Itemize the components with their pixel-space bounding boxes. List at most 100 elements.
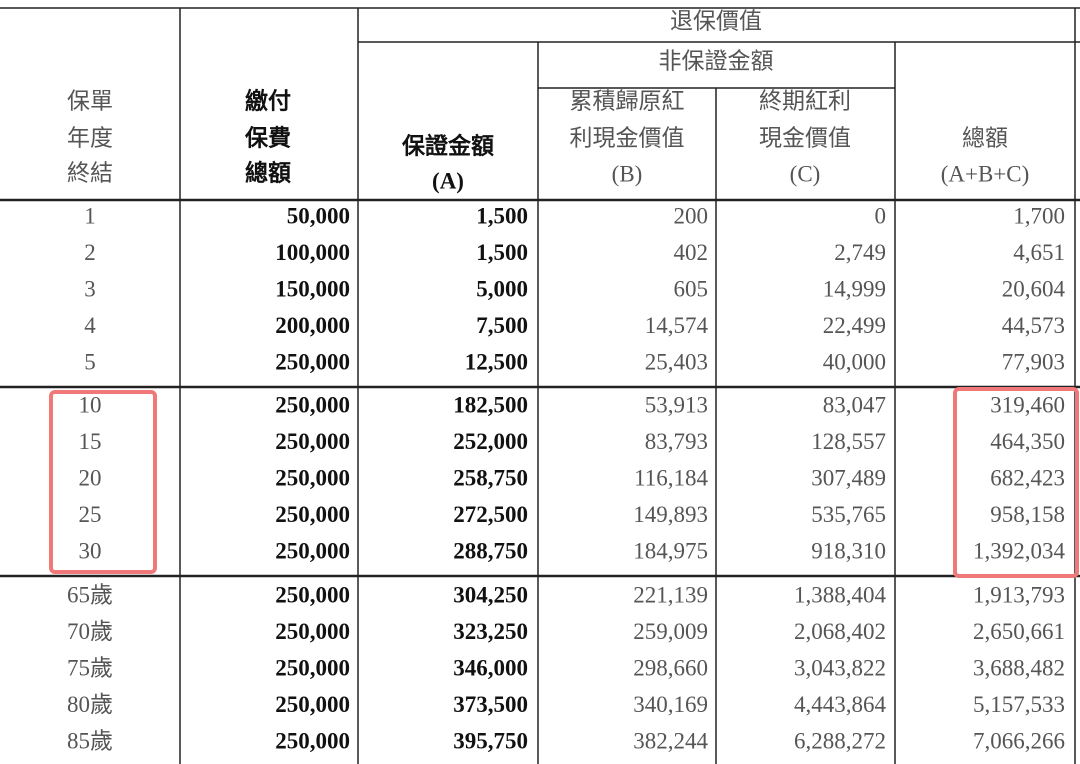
header-title: 非保證金額 bbox=[659, 48, 774, 73]
cell: 250,000 bbox=[275, 350, 350, 375]
row-label: 4 bbox=[84, 313, 96, 338]
column-header: 終期紅利 bbox=[759, 88, 851, 113]
row-label: 25 bbox=[79, 502, 102, 527]
row-label: 65歲 bbox=[67, 582, 113, 607]
column-header: 利現金價值 bbox=[570, 125, 685, 150]
cell: 14,574 bbox=[645, 313, 709, 338]
row-label: 30 bbox=[79, 539, 102, 564]
row-label: 2 bbox=[84, 240, 96, 265]
column-header: 累積歸原紅 bbox=[570, 88, 685, 113]
cell: 221,139 bbox=[633, 582, 708, 607]
cell: 128,557 bbox=[811, 429, 886, 454]
cell: 1,913,793 bbox=[973, 582, 1065, 607]
cell: 259,009 bbox=[633, 619, 708, 644]
cell: 250,000 bbox=[275, 392, 350, 417]
cell: 682,423 bbox=[990, 465, 1065, 490]
cell: 402 bbox=[674, 240, 709, 265]
cell: 20,604 bbox=[1002, 276, 1066, 301]
cell: 83,047 bbox=[823, 392, 886, 417]
row-label: 10 bbox=[79, 392, 102, 417]
cell: 918,310 bbox=[811, 539, 886, 564]
cell: 4,651 bbox=[1013, 240, 1065, 265]
cell: 25,403 bbox=[645, 350, 708, 375]
row-label: 3 bbox=[84, 276, 96, 301]
cell: 272,500 bbox=[453, 502, 528, 527]
cell: 250,000 bbox=[275, 582, 350, 607]
cell: 200 bbox=[674, 203, 709, 228]
cell: 346,000 bbox=[453, 655, 528, 680]
cell: 1,500 bbox=[476, 203, 528, 228]
cell: 258,750 bbox=[453, 465, 528, 490]
cell: 2,749 bbox=[834, 240, 886, 265]
cell: 382,244 bbox=[633, 729, 708, 754]
cell: 1,392,034 bbox=[973, 539, 1066, 564]
cell: 250,000 bbox=[275, 729, 350, 754]
cell: 149,893 bbox=[633, 502, 708, 527]
cell: 5,157,533 bbox=[973, 692, 1065, 717]
cell: 53,913 bbox=[645, 392, 708, 417]
column-header: 終結 bbox=[67, 160, 113, 185]
cell: 83,793 bbox=[645, 429, 708, 454]
column-header: 總額 bbox=[962, 125, 1008, 150]
cell: 252,000 bbox=[453, 429, 528, 454]
cell: 182,500 bbox=[453, 392, 528, 417]
cell: 40,000 bbox=[823, 350, 886, 375]
cell: 77,903 bbox=[1002, 350, 1065, 375]
cell: 250,000 bbox=[275, 465, 350, 490]
cell: 7,500 bbox=[476, 313, 528, 338]
cell: 958,158 bbox=[990, 502, 1065, 527]
cell: 395,750 bbox=[453, 729, 528, 754]
header-title: 退保價值 bbox=[670, 8, 762, 33]
cell: 3,043,822 bbox=[794, 655, 886, 680]
cell: 323,250 bbox=[453, 619, 528, 644]
row-label: 1 bbox=[84, 203, 96, 228]
cell: 184,975 bbox=[633, 539, 708, 564]
cell: 150,000 bbox=[275, 276, 350, 301]
cell: 2,650,661 bbox=[973, 619, 1065, 644]
cell: 250,000 bbox=[275, 619, 350, 644]
cell: 1,388,404 bbox=[794, 582, 887, 607]
row-label: 85歲 bbox=[67, 729, 113, 754]
cell: 250,000 bbox=[275, 655, 350, 680]
column-header: 繳付 bbox=[245, 87, 291, 113]
cell: 319,460 bbox=[990, 392, 1065, 417]
cell: 288,750 bbox=[453, 539, 528, 564]
cell: 116,184 bbox=[634, 465, 708, 490]
cell: 6,288,272 bbox=[794, 729, 886, 754]
cell: 50,000 bbox=[287, 203, 350, 228]
cell: 1,500 bbox=[476, 240, 528, 265]
cell: 250,000 bbox=[275, 429, 350, 454]
column-header: (A+B+C) bbox=[941, 161, 1030, 186]
cell: 44,573 bbox=[1002, 313, 1065, 338]
cell: 464,350 bbox=[990, 429, 1065, 454]
cell: 298,660 bbox=[633, 655, 708, 680]
cell: 7,066,266 bbox=[973, 729, 1065, 754]
cell: 4,443,864 bbox=[794, 692, 887, 717]
cell: 5,000 bbox=[476, 276, 528, 301]
cell: 200,000 bbox=[275, 313, 350, 338]
column-header: 總額 bbox=[245, 159, 291, 185]
cell: 1,700 bbox=[1013, 203, 1065, 228]
column-header: 保單 bbox=[67, 88, 113, 113]
row-label: 5 bbox=[84, 350, 96, 375]
cell: 2,068,402 bbox=[794, 619, 886, 644]
cell: 3,688,482 bbox=[973, 655, 1065, 680]
cell: 250,000 bbox=[275, 692, 350, 717]
cell: 12,500 bbox=[465, 350, 528, 375]
cell: 22,499 bbox=[823, 313, 886, 338]
row-label: 80歲 bbox=[67, 692, 113, 717]
cell: 340,169 bbox=[633, 692, 708, 717]
highlight-box bbox=[953, 387, 1079, 578]
row-label: 70歲 bbox=[67, 619, 113, 644]
column-header: 現金價值 bbox=[759, 125, 851, 150]
column-header: (B) bbox=[612, 161, 643, 186]
column-header: 保證金額 bbox=[401, 132, 494, 158]
cell: 14,999 bbox=[823, 276, 886, 301]
row-label: 75歲 bbox=[67, 655, 113, 680]
cell: 304,250 bbox=[453, 582, 528, 607]
row-label: 20 bbox=[79, 465, 102, 490]
cell: 605 bbox=[674, 276, 709, 301]
column-header: 保費 bbox=[244, 124, 291, 150]
row-label: 15 bbox=[79, 429, 102, 454]
